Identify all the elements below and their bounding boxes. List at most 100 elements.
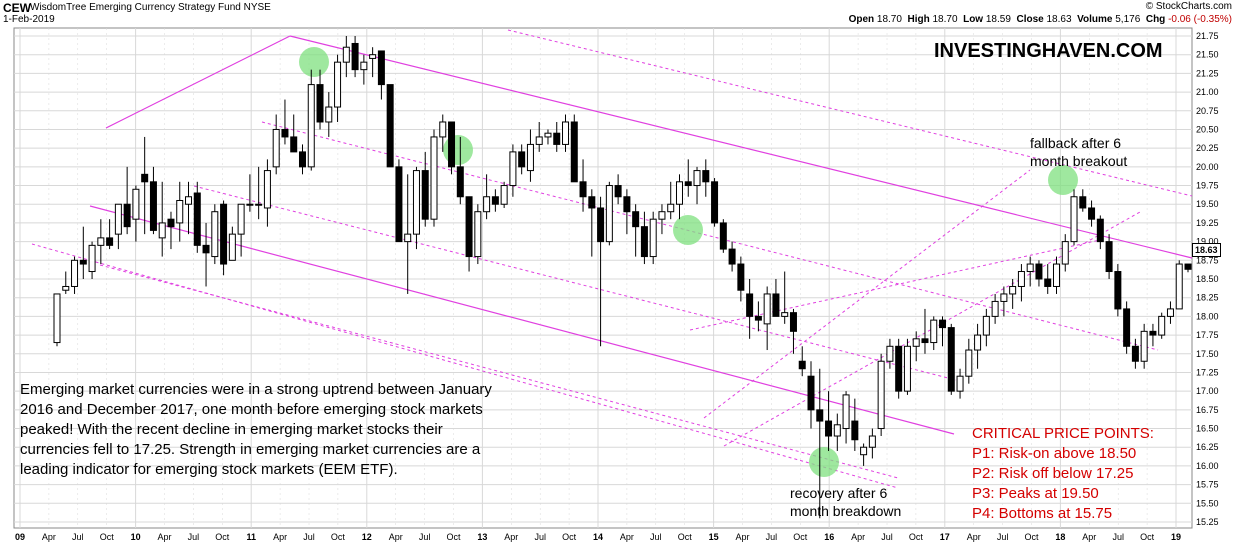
- candle: [1035, 260, 1043, 287]
- candle-body-up: [71, 259, 79, 287]
- y-axis: 21.75 21.50 21.25 21.00 20.75 20.50 20.25 20.00…: [1196, 31, 1219, 527]
- x-tick-label: 12: [362, 532, 372, 542]
- x-tick-label: Jul: [72, 532, 84, 542]
- chart-date: 1-Feb-2019: [3, 14, 55, 25]
- candle: [202, 222, 210, 287]
- candle-body-down: [202, 244, 210, 254]
- annotation-fallback-line1: fallback after 6: [1030, 135, 1122, 151]
- candle-body-down: [597, 207, 605, 243]
- candle: [842, 391, 850, 444]
- candle-body-up: [158, 222, 166, 239]
- candle: [658, 204, 666, 235]
- candle-body-down: [193, 192, 201, 246]
- candle-body-down: [754, 315, 762, 321]
- candle: [719, 219, 727, 253]
- candle: [1158, 312, 1166, 339]
- candle-body-down: [640, 226, 648, 258]
- critical-point: P3: Peaks at 19.50: [972, 485, 1099, 502]
- candle-body-up: [667, 203, 675, 213]
- candle-body-down: [816, 409, 824, 422]
- candle: [912, 331, 920, 362]
- candle-body-up: [307, 84, 315, 168]
- candle: [588, 189, 596, 257]
- candle-body-up: [114, 203, 122, 235]
- candle-body-up: [605, 185, 613, 243]
- candle-body-up: [325, 106, 333, 123]
- candle-body-up: [868, 435, 876, 448]
- critical-point: P4: Bottoms at 15.75: [972, 505, 1113, 522]
- candle: [263, 159, 271, 227]
- candle-body-down: [772, 293, 780, 317]
- candle: [553, 121, 561, 152]
- candle: [737, 256, 745, 302]
- x-tick-label: Apr: [273, 532, 287, 542]
- y-tick-label: 18.50: [1196, 274, 1219, 284]
- highlight-circle: [299, 47, 329, 77]
- candle-body-down: [1184, 263, 1192, 270]
- x-tick-label: Jul: [534, 532, 546, 542]
- candle-body-down: [947, 327, 955, 392]
- candle-body-up: [88, 244, 96, 273]
- candle-body-down: [939, 319, 947, 329]
- candle: [439, 114, 447, 152]
- y-tick-label: 19.75: [1196, 181, 1219, 191]
- candle: [1061, 234, 1069, 272]
- candle-body-down: [632, 211, 640, 228]
- candle: [1017, 264, 1025, 302]
- candle: [667, 181, 675, 220]
- candle-body-down: [123, 203, 131, 228]
- x-tick-label: Jul: [419, 532, 431, 542]
- candle-body-up: [526, 143, 534, 172]
- candle: [1105, 234, 1113, 279]
- candle: [132, 185, 140, 242]
- candle-body-down: [921, 338, 929, 344]
- x-tick-label: Oct: [215, 532, 230, 542]
- candle: [982, 308, 990, 347]
- candle: [772, 279, 780, 317]
- highlight-circle: [1048, 165, 1078, 195]
- candle: [728, 241, 736, 272]
- x-tick-label: 17: [940, 532, 950, 542]
- candle-body-down: [465, 196, 473, 258]
- candle-body-up: [97, 237, 105, 246]
- annotation-recovery: recovery after 6 month breakdown: [790, 484, 901, 520]
- x-tick-label: Jul: [881, 532, 893, 542]
- y-tick-label: 15.25: [1196, 517, 1219, 527]
- candle-body-down: [456, 166, 464, 198]
- candle: [597, 196, 605, 347]
- candle: [228, 226, 236, 261]
- candle-body-up: [860, 446, 868, 456]
- candle-body-up: [474, 211, 482, 258]
- candle: [623, 189, 631, 235]
- annotation-recovery-line2: month breakdown: [790, 503, 902, 519]
- candle-body-up: [439, 121, 447, 138]
- candle: [1131, 338, 1139, 369]
- trendline-solid: [105, 35, 291, 129]
- candle: [290, 114, 298, 153]
- critical-title: CRITICAL PRICE POINTS:: [972, 425, 1154, 442]
- candle-body-up: [360, 61, 368, 71]
- x-tick-label: Apr: [1082, 532, 1096, 542]
- candle-body-down: [518, 151, 526, 168]
- y-tick-label: 20.25: [1196, 143, 1219, 153]
- candle-body-up: [930, 319, 938, 344]
- candle-body-down: [351, 42, 359, 71]
- candle-body-up: [483, 196, 491, 213]
- highlight-circle: [443, 135, 473, 165]
- y-tick-label: 18.00: [1196, 311, 1219, 321]
- x-tick-label: 19: [1171, 532, 1181, 542]
- candle: [877, 353, 885, 437]
- candle: [430, 129, 438, 227]
- candle-body-down: [1149, 330, 1157, 336]
- candle-body-down: [895, 345, 903, 392]
- candle: [1044, 264, 1052, 294]
- x-tick-label: Oct: [1140, 532, 1155, 542]
- candle-body-up: [211, 211, 219, 258]
- candle: [1149, 323, 1157, 347]
- candle-body-up: [1009, 285, 1017, 295]
- candle-body-down: [1088, 207, 1096, 220]
- trendline-dotted: [689, 239, 1101, 331]
- candle: [307, 69, 315, 171]
- candle-body-down: [579, 181, 587, 198]
